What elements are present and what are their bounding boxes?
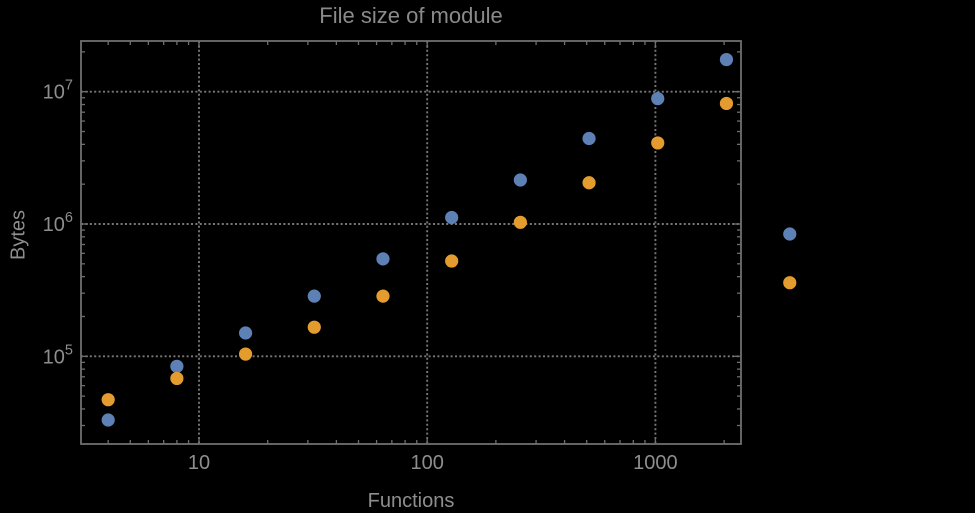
- data-point-series-blue: [170, 359, 184, 373]
- data-point-series-blue: [513, 173, 527, 187]
- chart-title: File size of module: [319, 3, 503, 28]
- data-point-series-orange: [307, 320, 321, 334]
- data-point-series-orange: [238, 347, 253, 361]
- data-point-series-blue: [238, 326, 253, 340]
- y-tick-label: 107: [43, 78, 73, 104]
- data-point-series-orange: [170, 371, 184, 386]
- data-point-series-blue: [783, 227, 797, 241]
- data-point-series-blue: [101, 413, 115, 427]
- data-point-series-blue: [582, 131, 596, 146]
- data-point-series-orange: [651, 136, 665, 150]
- y-tick-label: 105: [43, 342, 73, 368]
- x-axis-label: Functions: [367, 490, 455, 512]
- x-tick-label: 1000: [633, 452, 678, 474]
- data-point-series-orange: [582, 176, 596, 190]
- data-point-series-blue: [376, 252, 390, 266]
- data-point-series-orange: [445, 254, 459, 268]
- x-tick-label: 100: [411, 452, 444, 474]
- data-point-series-blue: [307, 289, 321, 303]
- data-point-series-orange: [101, 393, 115, 407]
- data-point-series-orange: [719, 96, 734, 111]
- y-tick-label: 106: [43, 210, 73, 236]
- y-axis-label: Bytes: [7, 209, 30, 261]
- data-point-series-blue: [719, 52, 734, 67]
- plot-frame: [80, 40, 742, 445]
- x-tick-label: 10: [188, 452, 210, 474]
- data-point-series-blue: [651, 91, 665, 106]
- data-point-series-orange: [513, 215, 527, 229]
- data-point-series-orange: [783, 276, 797, 290]
- data-point-series-blue: [445, 210, 459, 225]
- data-point-series-orange: [376, 289, 390, 303]
